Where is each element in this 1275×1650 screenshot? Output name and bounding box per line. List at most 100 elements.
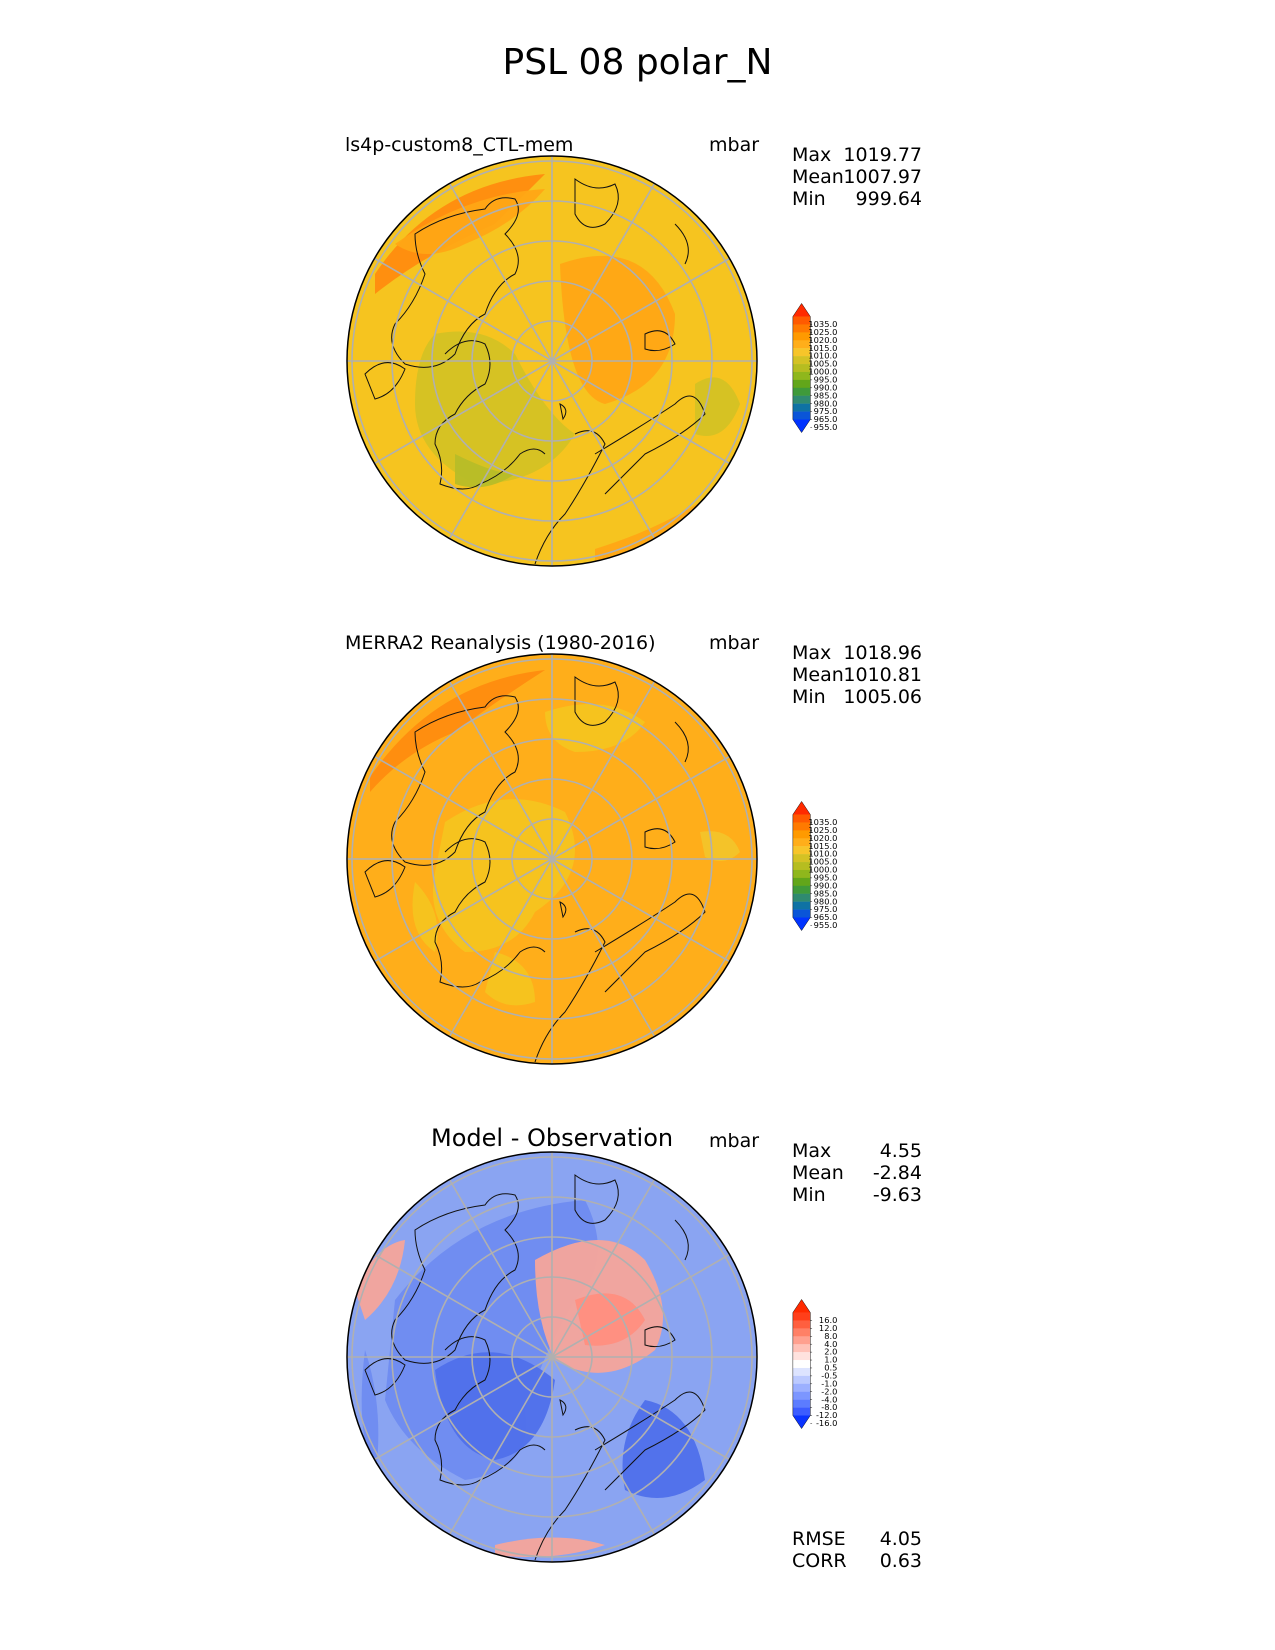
colorbar-tick-label: 0.5: [824, 1363, 837, 1373]
colorbar-tick-label: -0.5: [821, 1371, 837, 1381]
graticule: [347, 156, 757, 566]
colorbar-segment: [792, 1367, 811, 1377]
contour-region: [695, 377, 740, 436]
coastline: [391, 695, 519, 866]
colorbar: 1035.01025.01020.01015.01010.01005.01000…: [792, 801, 838, 931]
panel-title: MERRA2 Reanalysis (1980-2016): [345, 632, 656, 654]
meridian-line: [374, 257, 553, 362]
colorbar-tick-label: 4.0: [824, 1339, 837, 1349]
colorbar-tick-label: 1035.0: [808, 817, 837, 827]
map-border: [346, 1151, 758, 1563]
stat-label: Max: [792, 1140, 832, 1162]
units-label: mbar: [709, 1130, 760, 1152]
colorbar-segment: [792, 1383, 811, 1392]
meridian-line: [448, 183, 553, 362]
stat-min: Min 999.64: [792, 188, 922, 210]
colorbar-segment: [792, 1320, 811, 1329]
stat-value: 1018.96: [843, 642, 922, 664]
colorbar-extend-max: [792, 801, 811, 815]
colorbar-segment: [792, 348, 811, 357]
meridian-line: [551, 1253, 730, 1358]
colorbar-tick-label: 975.0: [814, 904, 838, 914]
graticule: [347, 654, 757, 1064]
colorbar-segment: [792, 324, 811, 333]
stat-min: Min -9.63: [792, 1184, 922, 1206]
meridian-line: [551, 1356, 730, 1461]
colorbar-tick-label: 985.0: [814, 390, 838, 400]
contour-region: [412, 882, 438, 952]
stat-mean: Mean 1007.97: [792, 166, 922, 188]
coastline: [574, 178, 619, 228]
stat-value: 1010.81: [843, 664, 922, 686]
colorbar-tick-label: -2.0: [821, 1386, 837, 1396]
coastline: [594, 893, 706, 993]
stat-value: 1019.77: [843, 144, 922, 166]
colorbar-segment: [792, 1399, 811, 1408]
colorbar-segment: [792, 830, 811, 839]
polar-map: [346, 653, 758, 1065]
colorbar-tick-label: 990.0: [814, 880, 838, 890]
contour-region: [560, 255, 675, 404]
coastline: [391, 1193, 519, 1364]
stat-label: Min: [792, 1184, 826, 1206]
colorbar-tick-label: -16.0: [816, 1418, 837, 1428]
colorbar-segment: [792, 901, 811, 910]
contour-region: [455, 454, 515, 488]
stat-min: Min 1005.06: [792, 686, 922, 708]
stats-box: Max 1019.77 Mean 1007.97 Min 999.64: [792, 144, 922, 210]
coastline: [559, 901, 567, 919]
coastline: [434, 838, 546, 988]
units-label: mbar: [709, 632, 760, 654]
coastline: [644, 1326, 676, 1348]
colorbar-tick-label: 16.0: [819, 1315, 837, 1325]
colorbar-segment: [792, 1312, 811, 1321]
colorbar-segment: [792, 371, 811, 381]
colorbar-tick-label: 955.0: [814, 422, 838, 432]
colorbar-segment: [792, 1375, 811, 1385]
stat-label: Min: [792, 188, 826, 210]
meridian-line: [551, 183, 656, 362]
meridian-line: [448, 360, 553, 539]
colorbar-segment: [792, 877, 811, 887]
colorbar-tick-label: 1020.0: [808, 833, 837, 843]
stats-box: Max 4.55 Mean -2.84 Min -9.63: [792, 1140, 922, 1206]
stats-box: Max 1018.96 Mean 1010.81 Min 1005.06: [792, 642, 922, 708]
polar-map: [346, 155, 758, 567]
contour-region: [395, 189, 545, 254]
meridian-line: [551, 858, 730, 963]
colorbar-segment: [792, 1336, 811, 1345]
field: [347, 654, 757, 1064]
meridian-line: [374, 858, 553, 963]
colorbar-tick-label: 1005.0: [808, 857, 837, 867]
coastline: [674, 1219, 689, 1261]
meridian-line: [374, 755, 553, 860]
contour-region: [595, 484, 725, 564]
coastline: [364, 362, 406, 400]
stat-value: -2.84: [872, 1162, 922, 1184]
stat-label: Mean: [792, 664, 844, 686]
stat-max: Max 1019.77: [792, 144, 922, 166]
stat-label: Min: [792, 686, 826, 708]
stat-value: 4.55: [879, 1140, 922, 1162]
coastline: [574, 1174, 619, 1224]
meridian-line: [551, 1356, 656, 1535]
stat-mean: Mean -2.84: [792, 1162, 922, 1184]
stat-label: Mean: [792, 1162, 844, 1184]
colorbar-segment: [792, 822, 811, 831]
stat-value: 1005.06: [843, 686, 922, 708]
units-label: mbar: [709, 134, 760, 156]
colorbar-extend-min: [792, 1415, 811, 1429]
meridian-line: [448, 1356, 553, 1535]
colorbar: 1035.01025.01020.01015.01010.01005.01000…: [792, 303, 838, 433]
colorbar-extend-min: [792, 419, 811, 433]
stat-mean: Mean 1010.81: [792, 664, 922, 686]
stat-value: 1007.97: [843, 166, 922, 188]
stat-max: Max 4.55: [792, 1140, 922, 1162]
map-border: [346, 653, 758, 1065]
colorbar-tick-label: 965.0: [814, 912, 838, 922]
colorbar-tick-label: 8.0: [824, 1331, 837, 1341]
stat-label: CORR: [792, 1550, 847, 1572]
colorbar-outline: [792, 303, 811, 433]
stat-value: 999.64: [855, 188, 922, 210]
coastline: [364, 1358, 406, 1396]
